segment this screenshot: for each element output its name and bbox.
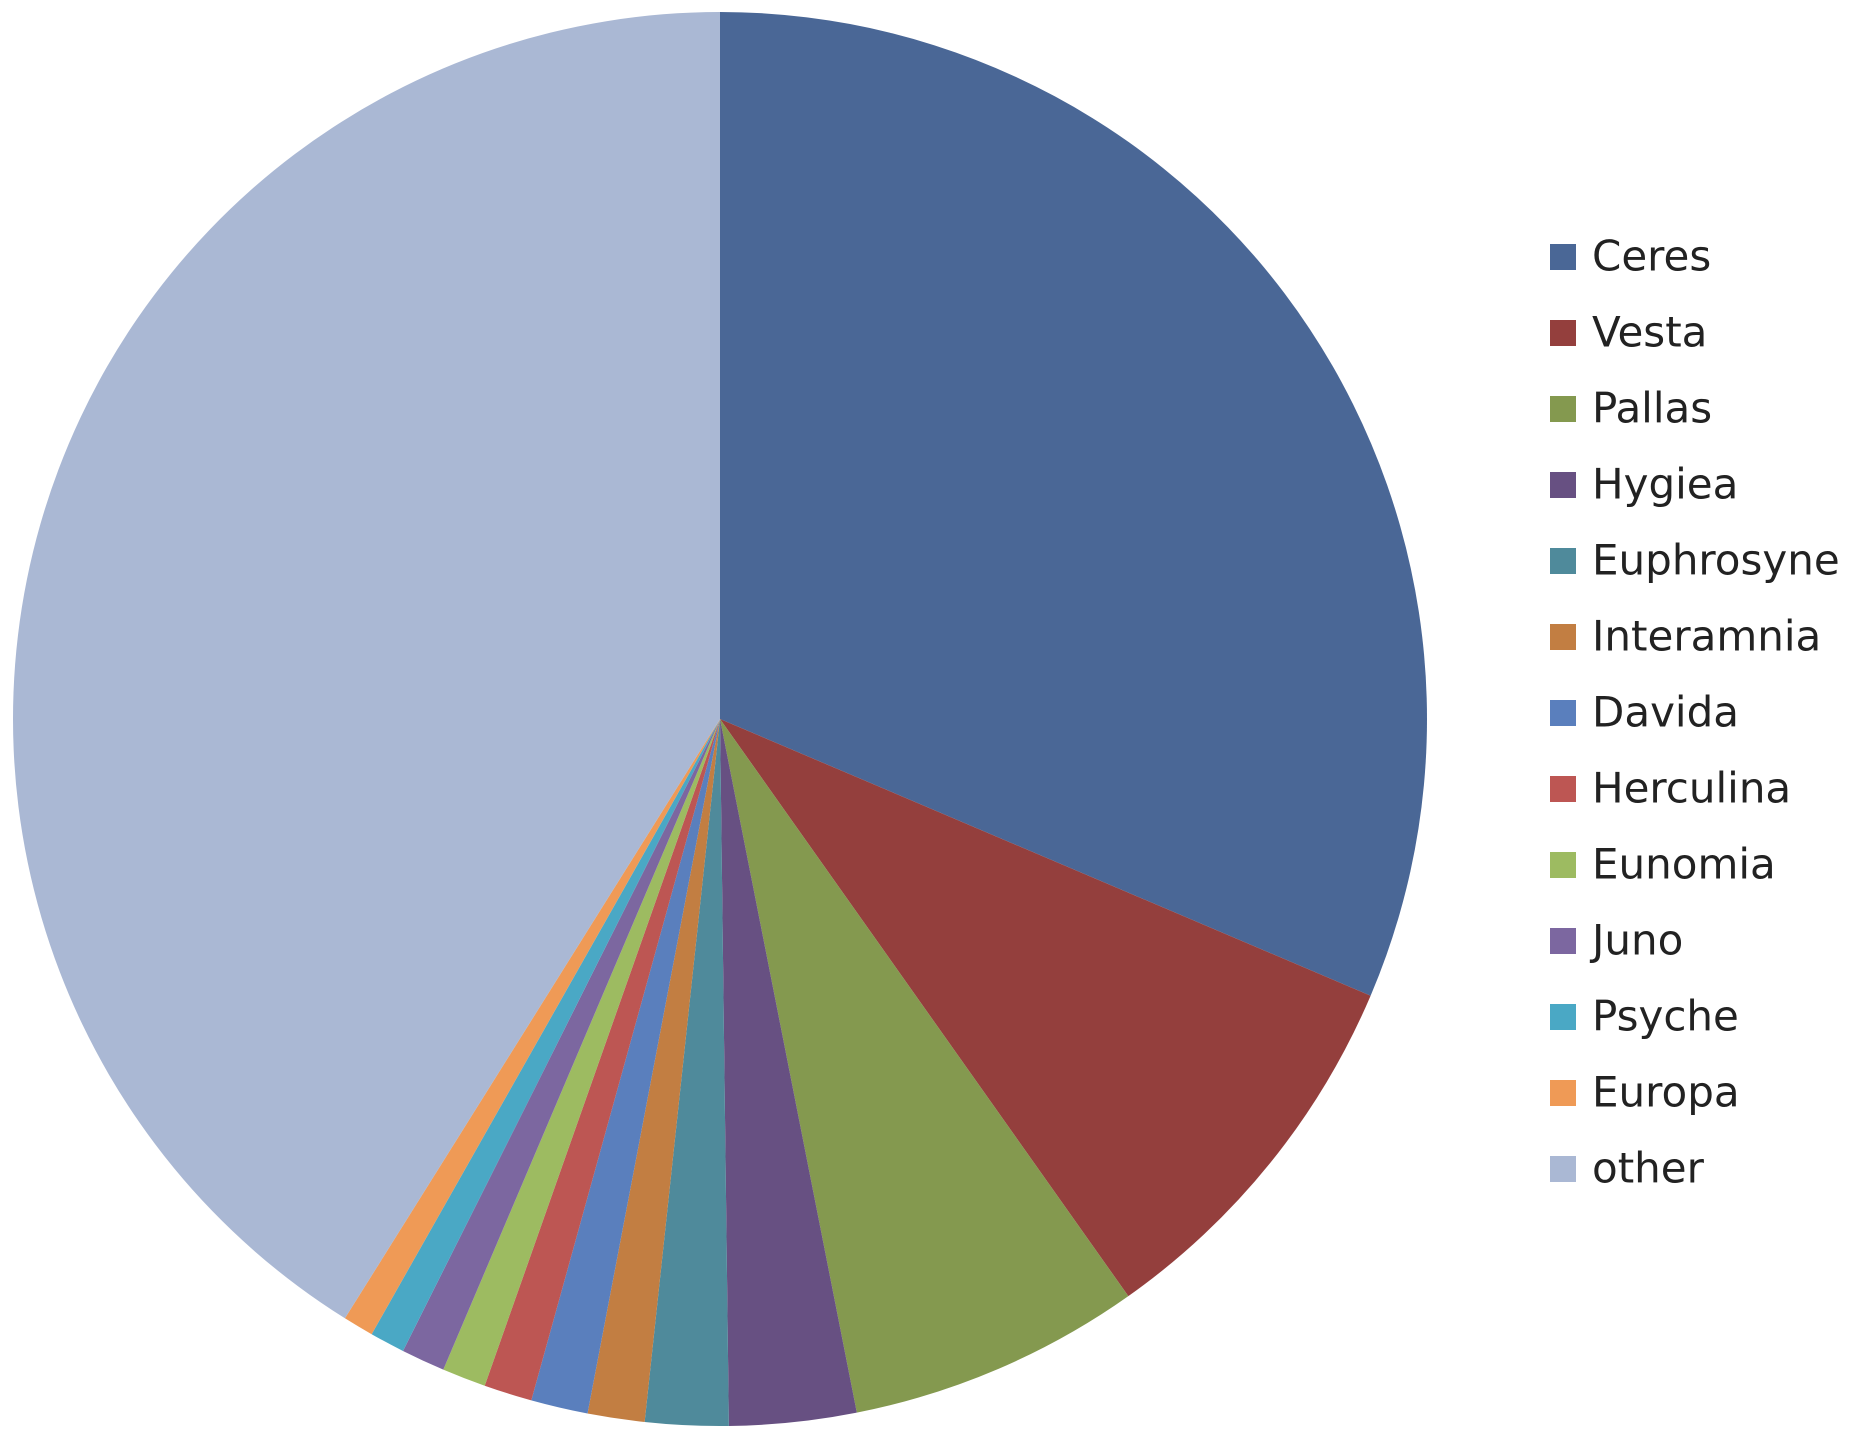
legend-label: Davida — [1592, 688, 1739, 737]
pie-slice — [720, 719, 1371, 1297]
legend-label: Vesta — [1592, 308, 1707, 357]
legend-label: Hygiea — [1592, 460, 1738, 509]
legend-label: Pallas — [1592, 384, 1712, 433]
legend-swatch — [1550, 472, 1576, 498]
pie-slice — [484, 719, 720, 1401]
pie-slice — [443, 719, 720, 1386]
legend-label: Eunomia — [1592, 840, 1776, 889]
legend-swatch — [1550, 320, 1576, 346]
pie-slice — [371, 719, 720, 1351]
legend-swatch — [1550, 1004, 1576, 1030]
legend-swatch — [1550, 244, 1576, 270]
legend-swatch — [1550, 928, 1576, 954]
legend-label: other — [1592, 1144, 1705, 1193]
legend-label: Juno — [1589, 916, 1683, 965]
pie-slice — [644, 719, 729, 1427]
legend-swatch — [1550, 852, 1576, 878]
legend-label: Europa — [1592, 1068, 1740, 1117]
pie-slice — [720, 719, 857, 1426]
legend-swatch — [1550, 700, 1576, 726]
legend-label: Ceres — [1592, 232, 1711, 281]
legend-label: Euphrosyne — [1592, 536, 1840, 585]
legend-label: Psyche — [1592, 992, 1739, 1041]
legend-label: Interamnia — [1592, 612, 1821, 661]
pie-slice — [344, 719, 720, 1335]
pie-slice — [12, 12, 720, 1319]
pie-slice — [720, 719, 1129, 1413]
pie-slice — [720, 12, 1427, 996]
legend-swatch — [1550, 1156, 1576, 1182]
legend-swatch — [1550, 396, 1576, 422]
legend-swatch — [1550, 548, 1576, 574]
pie-slice — [531, 719, 720, 1414]
pie-slice — [402, 719, 720, 1370]
legend-swatch — [1550, 624, 1576, 650]
legend-label: Herculina — [1592, 764, 1791, 813]
pie-slice — [587, 719, 720, 1422]
legend-swatch — [1550, 1080, 1576, 1106]
legend-swatch — [1550, 776, 1576, 802]
